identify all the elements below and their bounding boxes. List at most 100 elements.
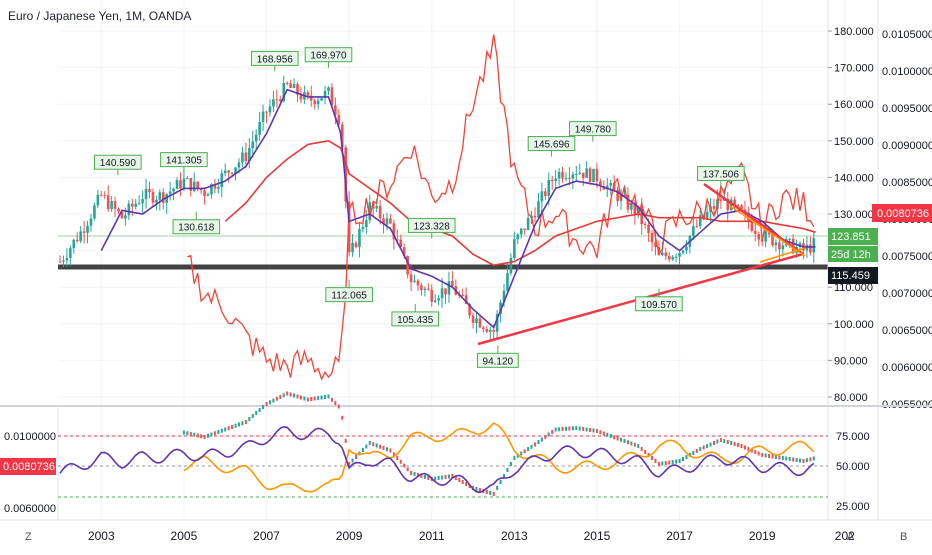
candle-body [605,185,609,190]
lower-candle [200,434,203,439]
candle-body [416,280,420,286]
lower-right-axis-label: 75.000 [836,431,870,443]
candle-body [685,246,688,251]
lower-candle [723,439,726,443]
candle-body [292,84,296,88]
lower-candle [657,462,660,466]
lower-candle [503,474,506,478]
lower-candle [265,402,268,406]
candle-body [93,205,96,219]
peak-label-text: 137.506 [703,170,740,181]
lower-candle [296,394,299,399]
candle-body [354,242,358,247]
lower-candle [530,444,533,449]
falling-trendline[interactable] [703,182,804,256]
lower-candle [582,427,585,431]
lower-candle [589,428,592,432]
lower-candle [678,459,681,463]
lower-left-axis-label: 0.0100000 [4,431,56,443]
candle-body [316,100,320,105]
lower-candle [747,447,750,451]
candle-body [561,171,564,179]
lower-candle [310,397,313,401]
candle-body [599,181,602,187]
right-axis-label: 170.000 [834,63,874,75]
candle-body [712,206,716,209]
lower-left-tag-text: 0.0080736 [3,461,55,473]
candle-body [309,95,313,101]
candle-body [482,327,485,330]
candle-body [564,177,568,179]
lower-candle [585,427,588,432]
oscillator-orange-line [183,422,815,493]
peak-label-text: 145.696 [533,140,570,151]
candle-body [189,178,193,191]
candle-body [475,318,478,323]
lower-candle [348,462,351,466]
candle-body [650,232,654,243]
lower-candle [189,432,192,436]
lower-candle [544,435,547,439]
candle-body [79,231,82,242]
candle-body [110,201,113,210]
lower-candle [372,442,375,447]
lower-candle [441,475,444,480]
countdown-tag: 25d 12h [828,246,878,262]
candle-body [175,180,179,189]
lower-candle [330,397,333,402]
lower-candle [568,426,571,431]
lower-candle [571,426,574,431]
candle-body [210,184,213,195]
lower-candle [334,401,337,406]
falling-trendline-2[interactable] [729,205,806,257]
lower-candle [241,421,244,426]
candle-body [137,203,141,205]
lower-candle [761,453,764,457]
log-scale-button[interactable]: B [900,531,907,543]
lower-candle [730,441,733,445]
peak-label: 140.590 [94,154,142,176]
lower-candle [475,487,478,491]
candle-body [330,87,334,106]
auto-scale-button[interactable]: A [847,531,855,543]
zoom-button[interactable]: Z [25,531,32,543]
candle-body [568,177,571,179]
peak-label: 168.956 [250,50,299,72]
oscillator-purple-line [59,425,815,494]
peak-label: 130.618 [172,211,221,235]
lower-candle [654,459,657,463]
candle-body [592,168,595,183]
lower-candle [447,474,450,479]
lower-candle [410,471,413,475]
lower-candle [361,448,364,452]
right-axis-label: 100.000 [834,319,874,331]
lower-candle [368,441,371,445]
candle-body [757,234,761,240]
lower-candle [224,427,227,432]
candle-body [127,203,131,216]
lower-candle [778,455,781,460]
candle-body [89,218,93,226]
x-axis-label: 2019 [749,529,776,543]
candle-body [578,172,582,174]
lower-candle [774,455,777,459]
rising-trendline-2[interactable] [759,247,806,263]
candle-body [227,170,230,173]
candle-body [334,105,337,115]
x-axis-label: 2009 [336,529,363,543]
lower-candle [478,488,481,492]
candle-body [420,285,423,290]
candle-body [234,167,237,174]
candle-body [764,231,767,242]
candle-body [237,162,241,168]
lower-candle [399,459,402,464]
lower-candle [248,417,251,421]
candle-body [103,195,107,197]
candle-body [106,195,110,210]
lower-candle [382,446,385,450]
lower-candle [262,405,265,409]
x-axis-label: 2007 [253,529,280,543]
lower-candle [726,440,729,444]
lower-candle [640,447,643,451]
